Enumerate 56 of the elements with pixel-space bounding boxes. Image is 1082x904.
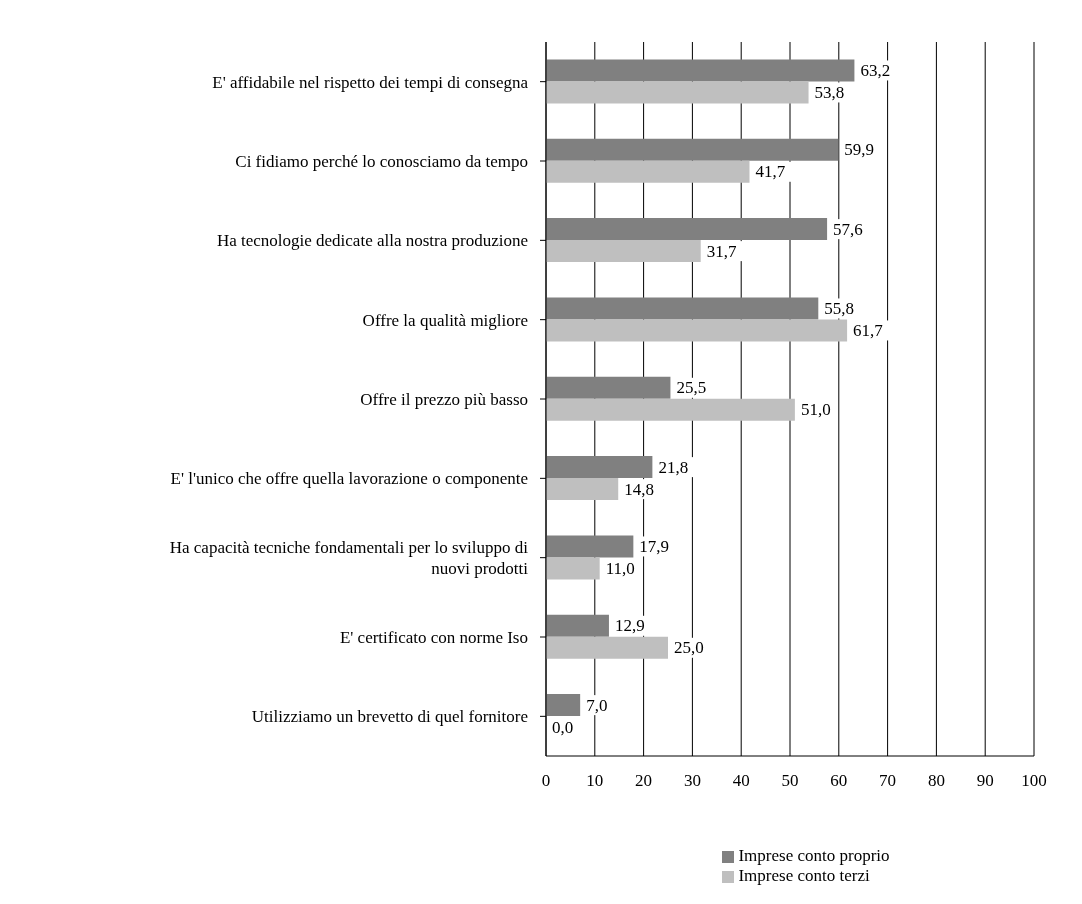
bar — [546, 218, 828, 241]
x-tick-label: 10 — [586, 771, 604, 791]
legend-label: Imprese conto proprio — [738, 846, 890, 865]
data-label: 0,0 — [552, 717, 574, 737]
bar — [546, 59, 855, 82]
data-label: 25,5 — [676, 378, 707, 398]
data-label: 12,9 — [614, 616, 645, 636]
bar — [546, 240, 701, 263]
bar — [546, 456, 653, 479]
x-tick-label: 90 — [976, 771, 994, 791]
y-tick-label: Ha capacità tecniche fondamentali per lo sviluppo di nuovi prodotti — [169, 537, 529, 578]
x-tick-label: 30 — [683, 771, 701, 791]
bar — [546, 478, 619, 501]
data-label: 53,8 — [814, 82, 845, 102]
data-label: 57,6 — [833, 219, 863, 239]
y-tick-label: E' certificato con norme Iso — [339, 627, 528, 647]
bar — [546, 398, 795, 421]
y-tick-label: E' affidabile nel rispetto dei tempi di consegna — [212, 72, 529, 92]
x-tick-label: 60 — [830, 771, 848, 791]
x-tick-label: 0 — [541, 771, 551, 791]
bar — [546, 557, 600, 580]
data-label: 63,2 — [860, 60, 891, 80]
data-label: 7,0 — [586, 695, 608, 715]
data-label: 51,0 — [800, 400, 831, 420]
legend-label: Imprese conto terzi — [738, 866, 870, 885]
x-tick-label: 50 — [781, 771, 799, 791]
bar — [546, 614, 609, 637]
data-label: 61,7 — [853, 320, 884, 340]
bar — [546, 319, 848, 342]
x-tick-label: 100 — [1021, 771, 1047, 791]
bar — [546, 81, 809, 104]
data-label: 17,9 — [639, 536, 670, 556]
data-label: 41,7 — [755, 162, 786, 182]
bar — [546, 297, 819, 320]
data-label: 14,8 — [624, 479, 654, 499]
data-label: 21,8 — [658, 457, 689, 477]
data-label: 11,0 — [605, 558, 635, 578]
data-label: 25,0 — [674, 638, 704, 658]
data-label: 59,9 — [844, 140, 875, 160]
y-tick-label: Offre il prezzo più basso — [360, 389, 528, 409]
bar — [546, 138, 839, 161]
x-tick-label: 40 — [732, 771, 750, 791]
y-tick-label: Offre la qualità migliore — [362, 310, 528, 330]
x-tick-label: 80 — [927, 771, 945, 791]
y-tick-label: Utilizziamo un brevetto di quel fornitore — [251, 706, 528, 726]
bar — [546, 376, 671, 399]
data-label: 55,8 — [824, 298, 855, 318]
y-tick-label: Ci fidiamo perché lo conosciamo da tempo — [235, 151, 528, 171]
y-tick-label: Ha tecnologie dedicate alla nostra produzione — [216, 230, 528, 250]
x-tick-label: 70 — [879, 771, 897, 791]
bar — [546, 535, 634, 558]
bar — [546, 160, 750, 183]
x-tick-label: 20 — [635, 771, 653, 791]
y-tick-label: E' l'unico che offre quella lavorazione o componente — [170, 468, 528, 488]
bar — [546, 636, 668, 659]
data-label: 31,7 — [706, 241, 737, 261]
